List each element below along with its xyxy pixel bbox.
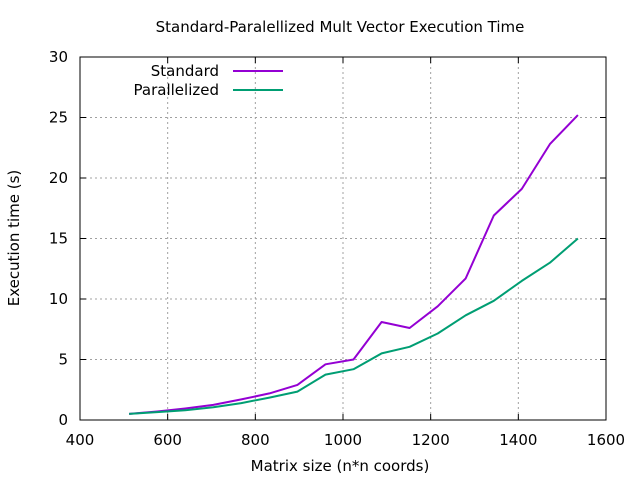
- y-tick-label: 25: [49, 109, 68, 127]
- plot-frame: [79, 56, 607, 421]
- x-tick-label: 600: [153, 431, 182, 449]
- x-tick-label: 1600: [587, 431, 625, 449]
- y-tick-label: 30: [49, 48, 68, 66]
- legend-label-standard: Standard: [151, 62, 219, 80]
- x-tick-label: 1400: [499, 431, 537, 449]
- x-tick-label: 1200: [412, 431, 450, 449]
- series: [129, 114, 579, 415]
- legend-label-parallelized: Parallelized: [134, 81, 219, 99]
- y-tick-label: 20: [49, 169, 68, 187]
- y-tick-label: 5: [58, 351, 68, 369]
- y-tick-label: 10: [49, 290, 68, 308]
- y-tick-label: 15: [49, 230, 68, 248]
- x-axis-ticks: 400 600 800 1000 1200 1400 1600: [66, 57, 625, 449]
- y-tick-label: 0: [58, 411, 68, 429]
- y-axis-label: Execution time (s): [5, 170, 23, 307]
- grid: [80, 57, 606, 420]
- x-axis-label: Matrix size (n*n coords): [251, 457, 430, 475]
- x-tick-label: 1000: [324, 431, 362, 449]
- chart-title: Standard-Paralellized Mult Vector Execut…: [156, 18, 525, 36]
- y-axis-ticks: 0 5 10 15 20 25 30: [49, 48, 606, 429]
- x-tick-label: 800: [241, 431, 270, 449]
- series-line-parallelized: [129, 237, 579, 415]
- series-line-standard: [129, 114, 579, 415]
- x-tick-label: 400: [66, 431, 95, 449]
